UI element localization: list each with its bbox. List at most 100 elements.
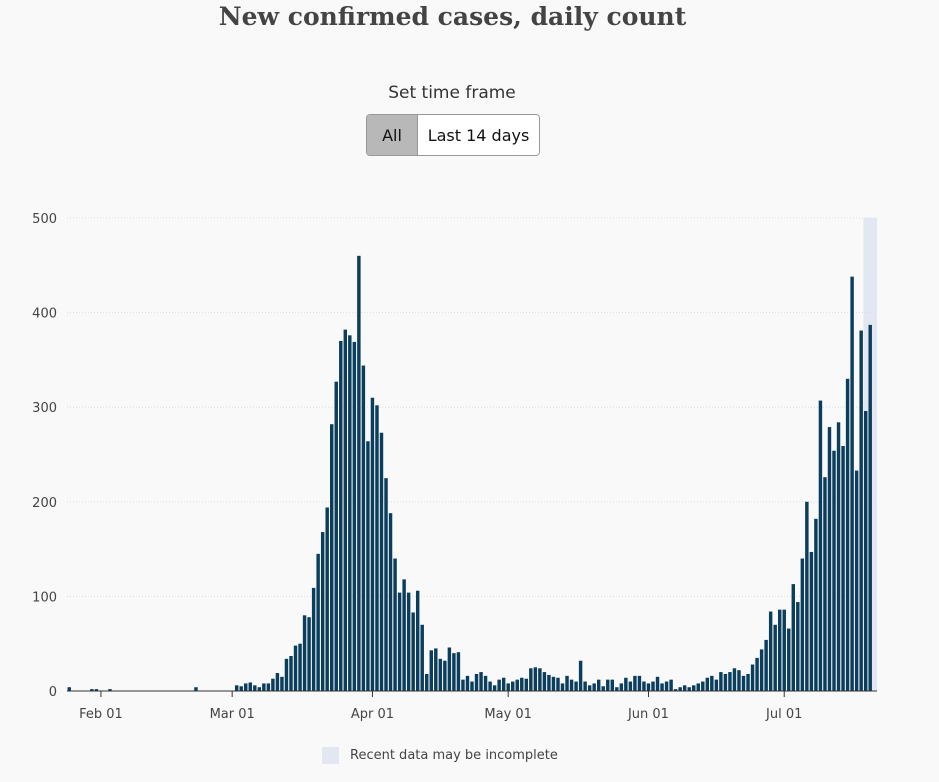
- bar: [375, 405, 379, 691]
- x-tick-label: Jul 01: [765, 707, 802, 722]
- bar: [863, 410, 868, 691]
- x-tick-label: Apr 01: [351, 707, 394, 722]
- bar: [515, 679, 519, 691]
- bar: [262, 683, 266, 691]
- bar: [569, 679, 574, 691]
- y-tick-label: 200: [32, 496, 57, 511]
- bar: [330, 424, 334, 691]
- bar: [633, 675, 637, 691]
- bar: [732, 668, 737, 691]
- bar: [823, 477, 827, 691]
- bar: [311, 587, 316, 691]
- bar: [520, 677, 524, 691]
- bar: [90, 689, 94, 691]
- bar: [244, 683, 248, 691]
- bar: [832, 450, 836, 691]
- chart-title: New confirmed cases, daily count: [218, 2, 687, 31]
- bar: [411, 612, 415, 691]
- bar: [687, 687, 691, 691]
- bar: [302, 615, 307, 691]
- bar: [560, 683, 565, 691]
- bar: [320, 532, 325, 691]
- bar: [628, 681, 633, 691]
- bar: [370, 397, 375, 691]
- bar: [854, 470, 859, 691]
- bar: [402, 579, 406, 691]
- bar: [488, 681, 492, 691]
- bar: [669, 679, 673, 691]
- time-frame-all-button[interactable]: All: [367, 115, 418, 155]
- bar: [565, 675, 569, 691]
- bar-chart: 0 100 200 300 400 500 Feb 01 Mar 01 Apr 01 May 01…: [32, 212, 877, 722]
- bar: [728, 672, 732, 691]
- bar: [800, 558, 805, 691]
- bar: [818, 400, 823, 691]
- bar: [234, 685, 239, 691]
- bar: [845, 378, 850, 691]
- bar: [284, 658, 289, 691]
- bar: [357, 255, 361, 691]
- bar: [492, 685, 497, 691]
- time-frame-toggle: All Last 14 days: [366, 114, 540, 156]
- bar: [814, 518, 818, 691]
- x-tick-label: May 01: [484, 707, 532, 722]
- bar: [298, 643, 302, 691]
- bar: [768, 611, 773, 691]
- bar: [583, 681, 587, 691]
- bar: [452, 653, 456, 691]
- bar: [705, 677, 710, 691]
- x-tick-label: Feb 01: [79, 707, 123, 722]
- bar: [415, 590, 420, 691]
- bar: [425, 673, 429, 691]
- bar: [271, 678, 275, 691]
- bar: [529, 668, 533, 691]
- bar: [737, 670, 741, 691]
- bar: [289, 655, 293, 691]
- bar: [746, 673, 750, 691]
- bar: [646, 683, 651, 691]
- bar: [601, 686, 605, 691]
- bar: [497, 679, 501, 691]
- bar: [664, 681, 669, 691]
- bar: [542, 672, 547, 691]
- y-tick-label: 0: [49, 685, 57, 700]
- bar: [501, 677, 506, 691]
- time-frame-last-14-days-button[interactable]: Last 14 days: [418, 115, 539, 155]
- bar: [366, 441, 370, 691]
- bar: [339, 340, 343, 691]
- bar: [619, 683, 624, 691]
- bar: [714, 679, 719, 691]
- bar: [434, 648, 438, 691]
- bar: [773, 624, 777, 691]
- bar: [483, 675, 488, 691]
- bar: [248, 682, 252, 691]
- bar: [777, 609, 782, 691]
- y-tick-label: 400: [32, 307, 57, 322]
- bar: [533, 667, 538, 691]
- bar: [787, 628, 791, 691]
- bar: [397, 592, 402, 691]
- bar: [470, 681, 474, 691]
- bar: [511, 681, 515, 691]
- bar: [316, 553, 320, 691]
- bar: [574, 681, 578, 691]
- incomplete-data-swatch: [322, 747, 339, 764]
- bar: [524, 678, 529, 691]
- bar: [678, 687, 682, 691]
- y-tick-label: 300: [32, 401, 57, 416]
- bar: [606, 679, 610, 691]
- bar: [547, 674, 551, 691]
- bar: [796, 602, 800, 691]
- bar: [438, 658, 443, 691]
- bar: [420, 624, 424, 691]
- y-tick-label: 100: [32, 590, 57, 605]
- bar: [461, 679, 465, 691]
- bar: [701, 681, 705, 691]
- bar: [479, 672, 483, 691]
- bar: [307, 617, 311, 691]
- bar: [710, 675, 714, 691]
- bar: [352, 341, 357, 691]
- bar: [682, 685, 687, 691]
- bar: [615, 687, 619, 691]
- legend: Recent data may be incomplete: [322, 747, 558, 764]
